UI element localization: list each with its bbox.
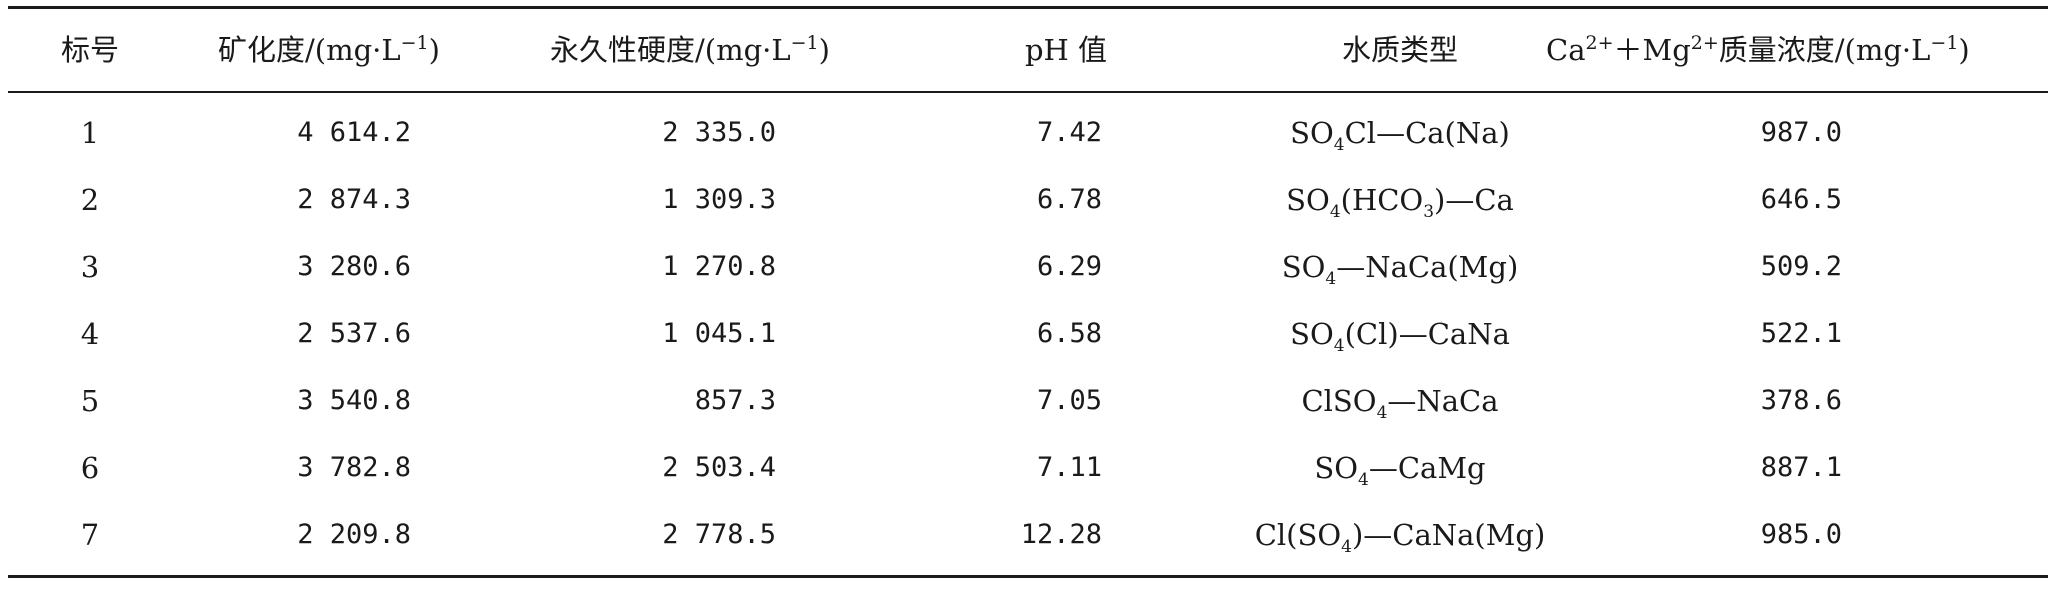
table-cell-concentration: 987.0 — [1760, 117, 1842, 148]
table-cell-hardness: 2 503.4 — [662, 452, 776, 483]
table-cell-ph: 7.42 — [1036, 117, 1102, 148]
table-cell-water-type: SO4—CaMg — [1314, 451, 1486, 490]
table-cell-id: 4 — [80, 317, 100, 351]
table-cell-ph: 7.05 — [1036, 385, 1102, 416]
table-cell-hardness: 2 335.0 — [662, 117, 776, 148]
table-cell-ph: 6.29 — [1036, 251, 1102, 282]
table-cell-mineralization: 3 280.6 — [297, 251, 411, 282]
table-cell-id: 5 — [80, 384, 100, 418]
header-ca-mg-concentration: Ca2+＋Mg2+质量浓度/(mg·L−1) — [1546, 32, 1970, 67]
table-cell-concentration: 887.1 — [1760, 452, 1842, 483]
table-cell-id: 2 — [80, 183, 100, 217]
table-cell-mineralization: 4 614.2 — [297, 117, 411, 148]
table-cell-water-type: SO4—NaCa(Mg) — [1281, 250, 1519, 289]
header-id: 标号 — [60, 33, 120, 67]
table-cell-concentration: 646.5 — [1760, 184, 1842, 215]
table-cell-id: 6 — [80, 451, 100, 485]
table-cell-hardness: 857.3 — [694, 385, 776, 416]
table-cell-id: 3 — [80, 250, 100, 284]
table-cell-mineralization: 3 540.8 — [297, 385, 411, 416]
table-top-rule — [8, 6, 2048, 9]
header-mineralization: 矿化度/(mg·L−1) — [218, 32, 440, 67]
table-bottom-rule — [8, 575, 2048, 578]
table-cell-id: 7 — [80, 518, 100, 552]
table-cell-concentration: 522.1 — [1760, 318, 1842, 349]
table-cell-water-type: ClSO4—NaCa — [1301, 384, 1499, 423]
table-cell-concentration: 985.0 — [1760, 519, 1842, 550]
table-cell-ph: 6.78 — [1036, 184, 1102, 215]
table-cell-hardness: 1 309.3 — [662, 184, 776, 215]
table-cell-mineralization: 2 209.8 — [297, 519, 411, 550]
table-cell-ph: 7.11 — [1036, 452, 1102, 483]
table-cell-water-type: Cl(SO4)—CaNa(Mg) — [1254, 518, 1546, 557]
table-header-rule — [8, 91, 2048, 93]
table-cell-water-type: SO4(Cl)—CaNa — [1290, 317, 1510, 356]
header-ph: pH 值 — [1024, 33, 1108, 67]
table-cell-hardness: 1 045.1 — [662, 318, 776, 349]
header-permanent-hardness: 永久性硬度/(mg·L−1) — [550, 32, 830, 67]
table-cell-hardness: 1 270.8 — [662, 251, 776, 282]
header-water-type: 水质类型 — [1341, 33, 1459, 67]
table-cell-water-type: SO4(HCO3)—Ca — [1286, 183, 1514, 222]
table-cell-mineralization: 3 782.8 — [297, 452, 411, 483]
table-cell-concentration: 509.2 — [1760, 251, 1842, 282]
table-cell-id: 1 — [80, 116, 100, 150]
table-cell-concentration: 378.6 — [1760, 385, 1842, 416]
table-cell-ph: 6.58 — [1036, 318, 1102, 349]
table-cell-ph: 12.28 — [1020, 519, 1102, 550]
table-cell-water-type: SO4Cl—Ca(Na) — [1290, 116, 1510, 155]
table-cell-mineralization: 2 874.3 — [297, 184, 411, 215]
table-cell-mineralization: 2 537.6 — [297, 318, 411, 349]
table-cell-hardness: 2 778.5 — [662, 519, 776, 550]
